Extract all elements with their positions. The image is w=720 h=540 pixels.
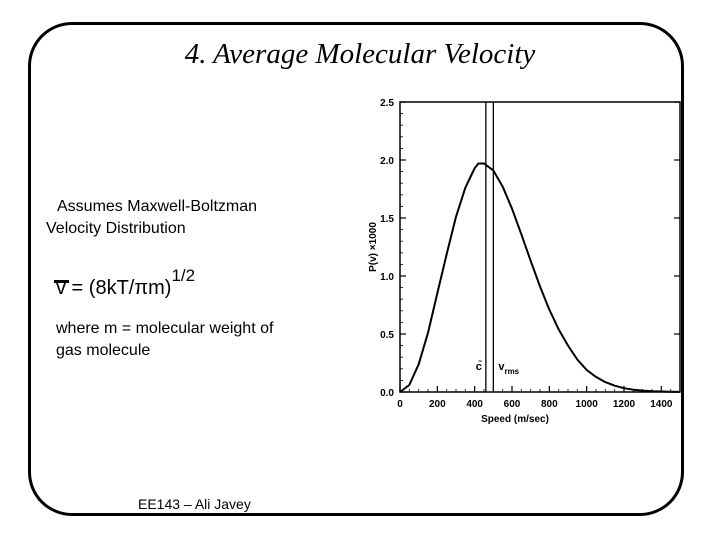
x-tick-label: 1400: [650, 399, 673, 410]
velocity-formula: v = (8kT/πm)1/2: [54, 266, 196, 300]
formula-exponent: 1/2: [171, 266, 196, 285]
marker-label-rms-subscript: rms: [504, 367, 519, 376]
definition-line-2: gas molecule: [56, 342, 151, 359]
plot-frame: [399, 101, 681, 393]
y-axis-label: P(v) ×1000: [368, 222, 379, 272]
x-tick-label: 800: [541, 399, 558, 410]
v-bar-symbol: v: [54, 277, 69, 299]
y-tick-label: 2.0: [380, 156, 394, 167]
y-tick-label: 1.0: [380, 272, 394, 283]
x-axis-label: Speed (m/sec): [481, 414, 549, 425]
x-tick-label: 200: [429, 399, 446, 410]
x-tick-label: 1000: [576, 399, 599, 410]
slide-frame: [28, 22, 684, 516]
x-tick-label: 400: [466, 399, 483, 410]
assumption-text: Assumes Maxwell-Boltzman Velocity Distri…: [46, 196, 306, 240]
assumption-line-1: Assumes Maxwell-Boltzman: [57, 198, 258, 215]
y-tick-label: 0.5: [380, 330, 394, 341]
y-tick-label: 0.0: [380, 388, 394, 399]
x-tick-label: 1200: [613, 399, 636, 410]
definition-text: where m = molecular weight of gas molecu…: [56, 318, 316, 362]
formula-body: = (8kT/πm): [66, 277, 172, 299]
assumption-line-2: Velocity Distribution: [46, 220, 186, 237]
maxwell-boltzmann-chart: 0.0 0.5 1.0 1.5 2.0 2.5 0 200 400 600 800 1000 1200 1…: [368, 98, 681, 425]
footer-credit: EE143 – Ali Javey: [138, 496, 251, 512]
x-tick-label: 0: [397, 399, 403, 410]
marker-label-mean: c̄: [476, 361, 482, 373]
slide-title: 4. Average Molecular Velocity: [184, 38, 536, 70]
y-tick-label: 2.5: [380, 98, 394, 109]
marker-label-rms: vrms: [498, 361, 519, 376]
definition-line-1: where m = molecular weight of: [56, 320, 274, 337]
y-tick-label: 1.5: [380, 214, 394, 225]
distribution-curve: [399, 162, 681, 393]
x-tick-label: 600: [504, 399, 521, 410]
